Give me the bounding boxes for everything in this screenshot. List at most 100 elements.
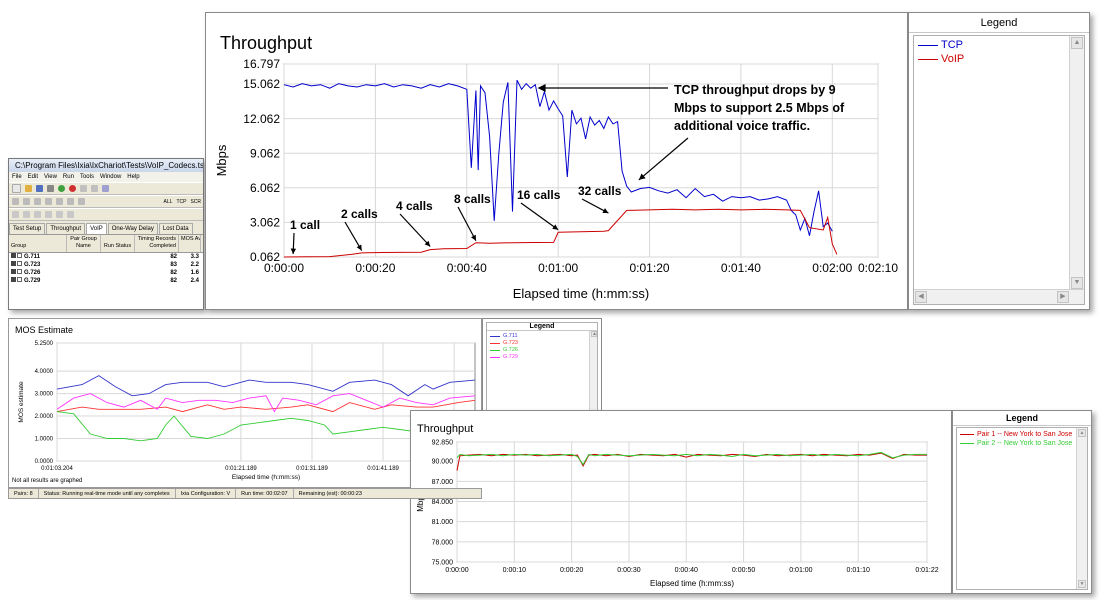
- export-icon[interactable]: [67, 211, 74, 218]
- table-icon[interactable]: [67, 198, 74, 205]
- legend-title: Legend: [909, 13, 1089, 33]
- annotation-note: TCP throughput drops by 9 Mbps to support…: [674, 83, 845, 133]
- legend-label: Pair 2 -- New York to San Jose: [977, 440, 1073, 447]
- throughput-chart: Throughput 16.797 15.062 12.062 9.062 6.062 3.…: [214, 33, 898, 301]
- annotation-call-label: 8 calls: [454, 192, 491, 206]
- open-icon[interactable]: [25, 185, 32, 192]
- run-icon[interactable]: [58, 185, 65, 192]
- y-tick-label: 78.000: [432, 539, 454, 546]
- menu-window[interactable]: Window: [99, 174, 122, 180]
- filter-icon[interactable]: [34, 198, 41, 205]
- ixchariot-window: C:\Program Files\Ixia\IxChariot\Tests\Vo…: [8, 158, 204, 310]
- legend-item[interactable]: Pair 1 -- New York to San Jose: [960, 430, 1084, 439]
- legend-item[interactable]: G.723: [490, 340, 594, 347]
- legend-item[interactable]: VoIP: [918, 52, 1080, 66]
- menu-view[interactable]: View: [44, 174, 57, 180]
- edit-pair-icon[interactable]: [12, 198, 19, 205]
- scroll-down-icon[interactable]: ▼: [1071, 277, 1083, 289]
- scroll-right-icon[interactable]: ▶: [1057, 291, 1069, 303]
- menu-tools[interactable]: Tools: [79, 174, 94, 180]
- toolbar-tertiary: [9, 208, 203, 221]
- scroll-up-icon[interactable]: ▲: [1078, 429, 1086, 437]
- col-timing-records[interactable]: Timing Records Completed: [135, 235, 179, 252]
- legend-item[interactable]: G.711: [490, 333, 594, 340]
- menu-file[interactable]: File: [12, 174, 22, 180]
- group-name: G.711: [24, 254, 41, 260]
- save-icon[interactable]: [36, 185, 43, 192]
- expand-icon[interactable]: [17, 277, 22, 282]
- copy-icon[interactable]: [80, 185, 87, 192]
- menu-help[interactable]: Help: [127, 174, 140, 180]
- annotation-call-label: 2 calls: [341, 207, 378, 221]
- filter-tcp[interactable]: TCP: [176, 198, 187, 205]
- table-row[interactable]: G.723 83 2.2: [9, 261, 203, 269]
- menu-run[interactable]: Run: [62, 174, 74, 180]
- expand-icon[interactable]: [17, 269, 22, 274]
- legend-item[interactable]: TCP: [918, 38, 1080, 52]
- arrowhead-icon: [552, 224, 559, 230]
- zoom-in-icon[interactable]: [12, 211, 19, 218]
- mos-average: 2.4: [190, 278, 199, 284]
- col-pair-group-name[interactable]: Pair Group Name: [67, 235, 101, 252]
- x-tick-label: 0:00:20: [560, 567, 583, 574]
- sort-icon[interactable]: [45, 198, 52, 205]
- menu-edit[interactable]: Edit: [27, 174, 39, 180]
- legend-scrollbar[interactable]: ▲ ▼: [1069, 36, 1084, 290]
- zoom-out-icon[interactable]: [23, 211, 30, 218]
- filter-all[interactable]: ALL: [163, 198, 173, 205]
- table-row[interactable]: G.729 82 2.4: [9, 277, 203, 285]
- plot-area: [56, 342, 476, 462]
- legend-icon[interactable]: [56, 211, 63, 218]
- tab-test-setup[interactable]: Test Setup: [9, 223, 46, 234]
- filter-scr[interactable]: SCR: [190, 198, 201, 205]
- x-tick-label: 0:02:10: [858, 261, 898, 275]
- legend-label: G.729: [503, 354, 518, 360]
- timing-records: 83: [170, 262, 177, 268]
- tab-one-way-delay[interactable]: One-Way Delay: [107, 223, 158, 234]
- table-row[interactable]: G.726 82 1.6: [9, 269, 203, 277]
- tab-throughput[interactable]: Throughput: [46, 223, 86, 234]
- legend-item[interactable]: G.726: [490, 347, 594, 354]
- tab-voip[interactable]: VoIP: [86, 223, 107, 234]
- stop-icon[interactable]: [69, 185, 76, 192]
- col-run-status[interactable]: Run Status: [101, 235, 135, 252]
- delete-icon[interactable]: [23, 198, 30, 205]
- legend-hscrollbar[interactable]: ◀ ▶: [914, 289, 1084, 304]
- x-tick-label: 0:01:10: [847, 567, 870, 574]
- legend-title: Legend: [487, 323, 597, 331]
- new-icon[interactable]: [12, 184, 21, 193]
- legend-scrollbar[interactable]: ▲: [589, 331, 597, 483]
- timing-records: 82: [170, 270, 177, 276]
- legend-item[interactable]: G.729: [490, 354, 594, 361]
- graph-icon[interactable]: [56, 198, 63, 205]
- table-row[interactable]: G.711 82 3.3: [9, 253, 203, 261]
- scroll-left-icon[interactable]: ◀: [915, 291, 927, 303]
- legend-title: Legend: [953, 411, 1091, 426]
- expand-icon[interactable]: [17, 253, 22, 258]
- print-icon[interactable]: [47, 185, 54, 192]
- legend-swatch: [918, 44, 938, 46]
- axis-icon[interactable]: [45, 211, 52, 218]
- col-group[interactable]: Group: [9, 235, 67, 252]
- paste-icon[interactable]: [91, 185, 98, 192]
- col-mos-average[interactable]: MOS Average: [179, 235, 201, 252]
- expand-icon[interactable]: [17, 261, 22, 266]
- group-name: G.723: [24, 262, 41, 268]
- x-tick-label: 0:02:00: [812, 261, 852, 275]
- mos-average: 1.6: [190, 270, 199, 276]
- pair-icon[interactable]: [102, 185, 109, 192]
- legend-scrollbar[interactable]: ▲ ▼: [1076, 428, 1087, 589]
- chart-icon[interactable]: [78, 198, 85, 205]
- y-tick-label: 16.797: [243, 57, 280, 71]
- mos-footnote: Not all results are graphed: [12, 478, 83, 484]
- scale-icon[interactable]: [34, 211, 41, 218]
- x-axis-label: Elapsed time (h:mm:ss): [650, 579, 734, 588]
- y-tick-label: 87.000: [432, 479, 454, 486]
- scroll-up-icon[interactable]: ▲: [1071, 37, 1083, 49]
- arrowhead-icon: [424, 240, 431, 247]
- tab-lost-data[interactable]: Lost Data: [158, 223, 193, 234]
- legend-item[interactable]: Pair 2 -- New York to San Jose: [960, 439, 1084, 448]
- scroll-up-icon[interactable]: ▲: [591, 331, 597, 337]
- scroll-down-icon[interactable]: ▼: [1078, 580, 1086, 588]
- legend-label: G.711: [503, 333, 518, 339]
